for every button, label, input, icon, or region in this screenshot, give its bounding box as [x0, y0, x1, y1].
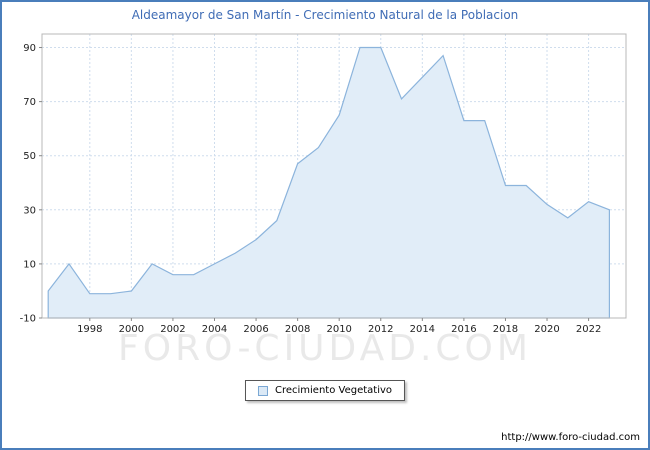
x-tick-label: 2018 [493, 324, 518, 335]
x-tick-label: 2004 [202, 324, 227, 335]
y-tick-label: 30 [23, 205, 36, 216]
y-tick-label: -10 [20, 314, 36, 325]
chart-title: Aldeamayor de San Martín - Crecimiento N… [131, 8, 519, 22]
x-tick-label: 2020 [534, 324, 559, 335]
x-tick-label: 2010 [326, 324, 351, 335]
y-tick-label: 10 [23, 259, 36, 270]
growth-area-chart: -10 10 30 50 70 90 1998 2000 2002 2004 2006 2008 201… [20, 33, 627, 335]
legend: Crecimiento Vegetativo [244, 380, 406, 401]
area-series [47, 46, 610, 319]
x-tick-label: 2002 [160, 324, 185, 335]
x-tick-label: 1998 [77, 324, 102, 335]
legend-label: Crecimiento Vegetativo [274, 385, 393, 396]
legend-swatch-icon [257, 385, 268, 396]
y-tick-label: 70 [23, 97, 36, 108]
x-tick-label: 2012 [368, 324, 393, 335]
x-tick-label: 2016 [451, 324, 476, 335]
x-tick-label: 2000 [119, 324, 144, 335]
footer-url-link[interactable]: http://www.foro-ciudad.com [501, 432, 640, 443]
plot-border [41, 33, 627, 319]
y-tick-label: 90 [23, 43, 36, 54]
x-tick-label: 2014 [410, 324, 435, 335]
x-tick-label: 2022 [576, 324, 601, 335]
x-tick-label: 2008 [285, 324, 310, 335]
y-tick-label: 50 [23, 151, 36, 162]
x-tick-label: 2006 [243, 324, 268, 335]
